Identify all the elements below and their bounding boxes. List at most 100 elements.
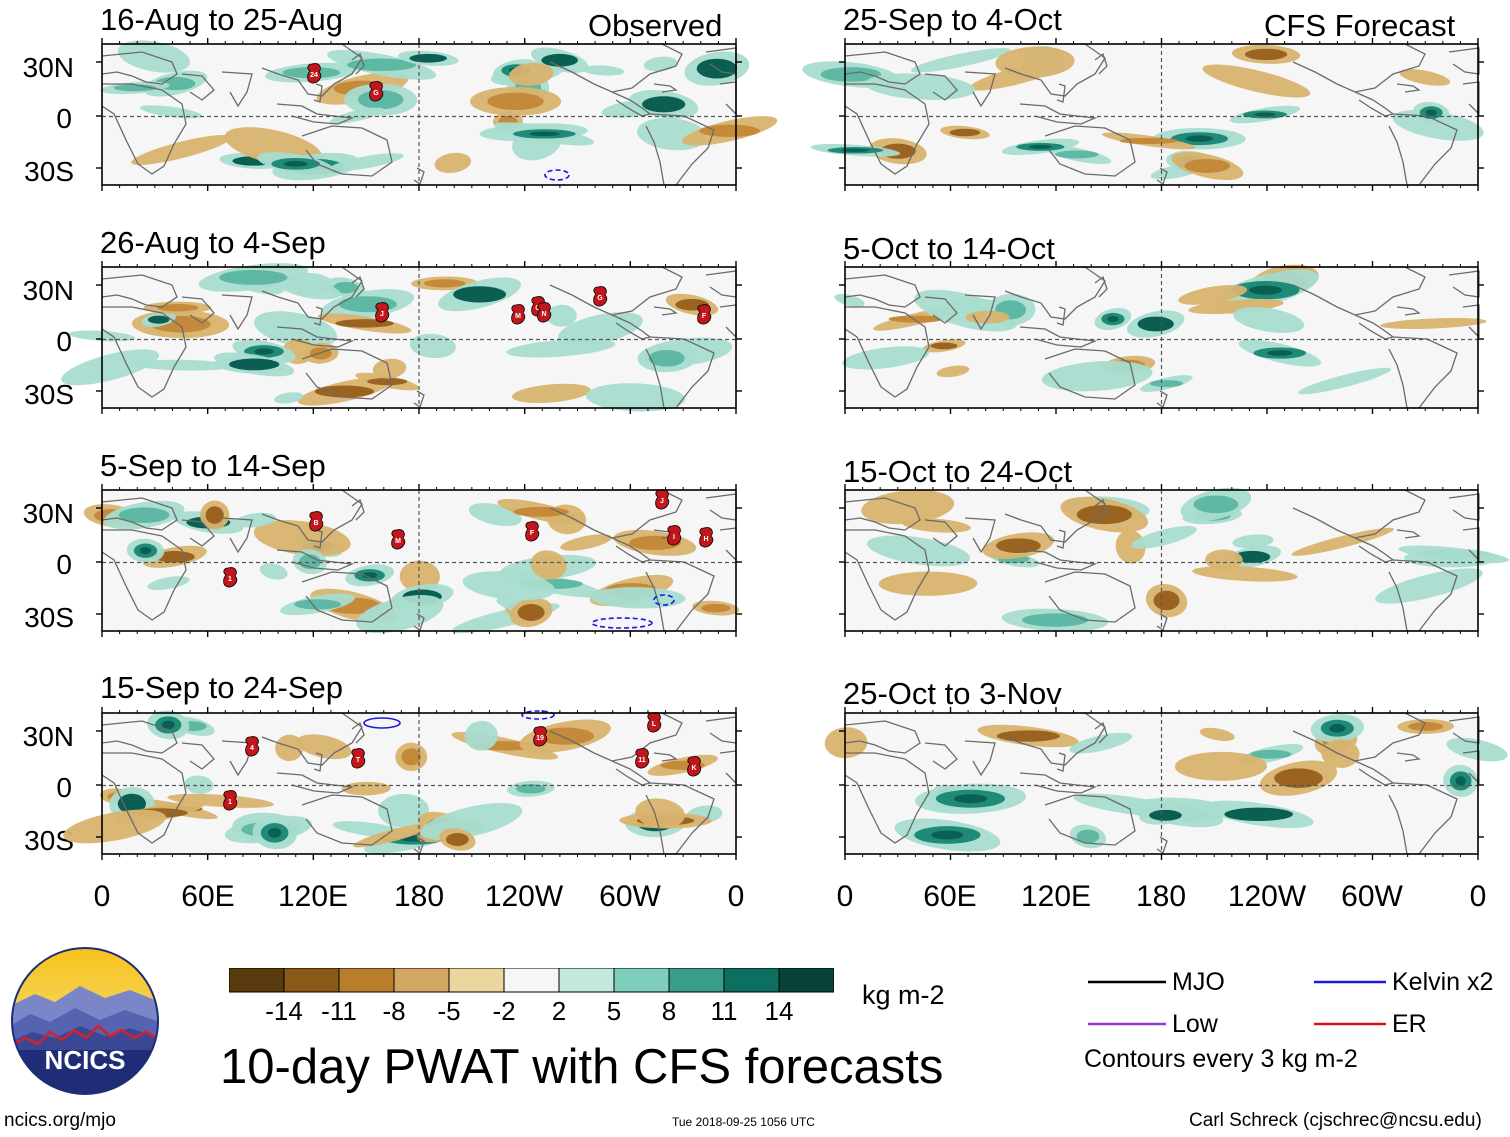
forecast-panel-3-title: 15-Oct to 24-Oct [843,454,1073,489]
svg-text:N: N [541,311,546,318]
observed-lon-label-4: 120W [484,880,564,913]
colorbar-units: kg m-2 [862,980,945,1010]
svg-text:19: 19 [536,735,544,742]
observed-panel-3-title: 5-Sep to 14-Sep [100,448,326,483]
colorbar-segment [503,968,560,993]
storm-marker: F [525,521,540,542]
svg-text:24: 24 [310,72,318,79]
observed-map-1: 24 G [96,38,778,191]
svg-text:B: B [313,520,318,527]
svg-text:F: F [530,530,535,537]
forecast-panel-1-title: 25-Sep to 4-Oct [843,2,1062,37]
storm-marker: H [699,527,714,548]
colorbar-label: -5 [437,996,461,1026]
lat-label-2-1: 0 [56,549,72,580]
forecast-lon-label-0: 0 [836,880,854,913]
forecast-map-2 [834,261,1487,414]
forecast-panel-2-title: 5-Oct to 14-Oct [843,231,1055,266]
lat-label-2-2: 30S [24,602,74,633]
colorbar-segment [668,968,725,993]
colorbar-segment [393,968,450,993]
colorbar [229,968,834,993]
svg-text:L: L [652,721,657,728]
svg-text:G: G [373,90,379,97]
lat-label-1-2: 30S [24,379,74,410]
colorbar-label: -8 [382,996,406,1026]
forecast-lon-label-1: 60E [923,880,977,913]
legend-lines [1088,980,1386,1026]
svg-text:M: M [395,538,401,545]
storm-marker: I [667,525,682,546]
storm-marker: 1 [223,567,238,588]
colorbar-segment [448,968,505,993]
forecast-panel-4-title: 25-Oct to 3-Nov [843,676,1062,711]
legend-er-label: ER [1392,1010,1427,1038]
observed-lon-label-3: 180 [393,880,445,913]
observed-lon-label-2: 120E [277,880,349,913]
storm-marker: K [687,756,702,777]
svg-text:1: 1 [228,799,232,806]
forecast-map-4 [824,707,1508,860]
legend-mjo-label: MJO [1172,968,1225,996]
storm-marker: 24 [307,63,322,84]
svg-text:11: 11 [638,757,646,764]
storm-marker: J [375,302,390,323]
storm-marker: J [655,489,670,510]
lat-label-3-0: 30N [22,721,74,752]
observed-panel-4-title: 15-Sep to 24-Sep [100,670,344,705]
lat-label-0-1: 0 [56,103,72,134]
forecast-lon-label-3: 180 [1135,880,1187,913]
storm-marker: 1 [223,790,238,811]
svg-text:G: G [597,295,603,302]
footer-author: Carl Schreck (cjschrec@ncsu.edu) [1189,1110,1482,1131]
colorbar-segment [229,968,285,993]
colorbar-label: 5 [606,996,622,1026]
colorbar-label: 14 [764,996,794,1026]
storm-marker: F [697,304,712,325]
legend-kelvin-label: Kelvin x2 [1392,968,1494,996]
storm-marker: G [369,81,384,102]
lat-label-2-0: 30N [22,498,74,529]
storm-marker: B [309,511,324,532]
colorbar-segment [283,968,340,993]
forecast-lon-label-4: 120W [1227,880,1307,913]
observed-lon-label-0: 0 [93,880,111,913]
legend-low-label: Low [1172,1010,1218,1038]
lat-label-0-2: 30S [24,156,74,187]
svg-text:4: 4 [250,745,254,752]
colorbar-label: -14 [265,996,303,1026]
forecast-map-3 [839,484,1510,637]
footer-timestamp: Tue 2018-09-25 1056 UTC [672,1115,815,1129]
svg-text:J: J [660,498,664,505]
observed-lon-label-5: 60W [599,880,661,913]
forecast-map-1 [802,38,1484,191]
svg-text:F: F [702,313,707,320]
colorbar-label: 8 [661,996,677,1026]
colorbar-label: 11 [710,996,738,1026]
storm-marker: 11 [635,748,650,769]
storm-marker: G [593,286,608,307]
observed-map-3: B M F J I H 1 [83,484,742,637]
forecast-label: CFS Forecast [1264,8,1456,43]
storm-marker: L [647,712,662,733]
footer-site[interactable]: ncics.org/mjo [4,1110,116,1131]
observed-lon-label-1: 60E [181,880,235,913]
main-title: 10-day PWAT with CFS forecasts [220,1040,944,1094]
observed-panel-2-title: 26-Aug to 4-Sep [100,225,326,260]
svg-text:K: K [691,765,696,772]
storm-marker: M [391,529,406,550]
svg-text:1: 1 [228,576,232,583]
lat-label-1-0: 30N [22,275,74,306]
lat-label-0-0: 30N [22,52,74,83]
ncics-logo: NCICS [11,947,159,1095]
colorbar-segment [778,968,834,993]
storm-marker: 19 [533,726,548,747]
colorbar-segment [558,968,615,993]
lat-label-1-1: 0 [56,326,72,357]
observed-lon-label-6: 0 [727,880,745,913]
storm-marker: N [537,302,552,323]
forecast-lon-label-5: 60W [1341,880,1403,913]
lat-label-3-2: 30S [24,825,74,856]
observed-map-2: JMONGF [61,261,742,414]
colorbar-label: 2 [551,996,567,1026]
